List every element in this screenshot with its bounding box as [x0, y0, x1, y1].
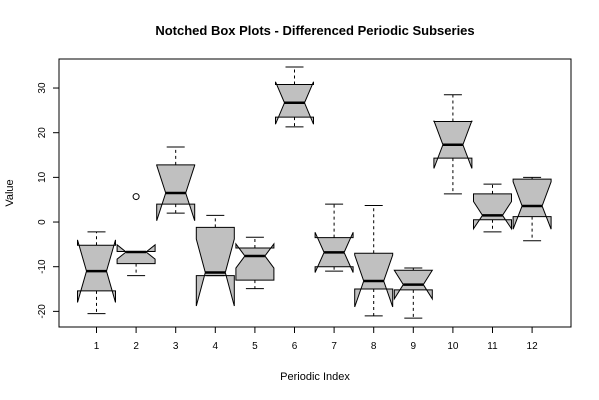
plot-frame	[58, 58, 572, 328]
y-tick-label: 20	[37, 127, 48, 139]
x-tick-label: 11	[487, 341, 498, 352]
box-body	[235, 242, 275, 281]
x-axis: 1 2 3 4 5 6 7 8 9 10 11 12	[94, 326, 539, 352]
x-tick-label: 5	[252, 341, 258, 352]
y-tick-label: -20	[37, 304, 48, 319]
box-8	[354, 205, 394, 317]
box-11	[473, 183, 512, 233]
y-tick-label: 10	[37, 171, 48, 183]
box-12	[512, 176, 552, 242]
box-2	[116, 193, 156, 277]
box-6	[275, 66, 314, 128]
x-tick-label: 2	[133, 341, 139, 352]
box-3	[156, 146, 196, 221]
x-tick-label: 6	[292, 341, 298, 352]
box-1	[77, 231, 116, 315]
box-10	[433, 94, 473, 195]
x-axis-label: Periodic Index	[280, 371, 350, 383]
box-5	[235, 236, 275, 290]
y-tick-label: -10	[37, 259, 48, 274]
box-body	[116, 243, 156, 265]
chart-title: Notched Box Plots - Differenced Periodic…	[155, 23, 474, 38]
outlier-point	[132, 193, 140, 201]
box-9	[393, 267, 434, 319]
y-tick-label: 0	[37, 219, 48, 225]
x-tick-label: 1	[94, 341, 100, 352]
x-tick-label: 8	[371, 341, 377, 352]
box-body	[473, 193, 512, 231]
box-4	[195, 214, 235, 307]
box-7	[314, 203, 354, 273]
x-tick-label: 12	[527, 341, 539, 352]
x-tick-label: 4	[213, 341, 219, 352]
y-axis-label: Value	[4, 179, 16, 206]
x-tick-label: 9	[411, 341, 417, 352]
y-tick-label: 30	[37, 82, 48, 94]
box-series	[77, 66, 552, 319]
x-tick-label: 7	[331, 341, 337, 352]
x-tick-label: 3	[173, 341, 179, 352]
box-body	[512, 178, 552, 230]
box-body	[195, 226, 235, 307]
x-tick-label: 10	[447, 341, 459, 352]
y-axis: -20 -10 0 10 20 30	[37, 82, 60, 319]
